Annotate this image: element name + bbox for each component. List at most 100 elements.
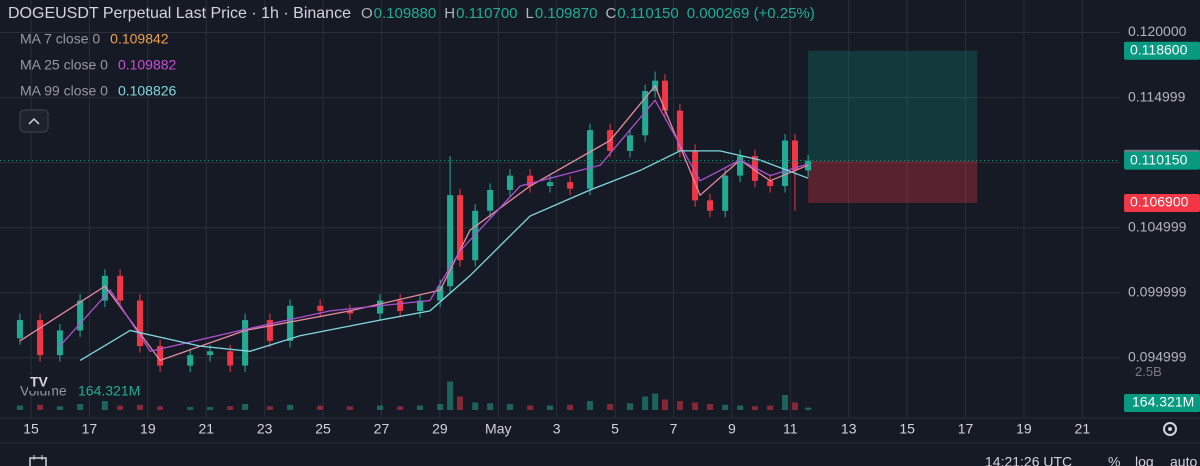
volume-tick-label: 2.5B — [1135, 364, 1162, 379]
candle-body — [567, 182, 574, 189]
volume-bar — [101, 401, 108, 410]
volume-bar — [77, 404, 84, 410]
legend-name: MA 99 close 0 — [20, 83, 108, 99]
ohlc-key: H — [444, 5, 455, 22]
candle-body — [447, 195, 454, 287]
candle-body — [157, 346, 164, 366]
ohlc-value: 0.110700 — [456, 5, 517, 22]
target-zone[interactable] — [808, 50, 978, 161]
candle-body — [16, 320, 23, 339]
candle-body — [782, 140, 789, 187]
collapse-icon — [28, 117, 40, 125]
volume-bar — [417, 405, 423, 410]
volume-bar — [227, 406, 234, 410]
candle-body — [346, 310, 353, 314]
plot — [0, 71, 1120, 410]
candle-body — [437, 286, 444, 301]
candle-body — [37, 320, 44, 356]
ma-line — [59, 99, 809, 353]
y-tick-label: 0.114999 — [1128, 88, 1186, 104]
volume-bar — [805, 407, 812, 410]
collapse-button[interactable] — [19, 109, 49, 133]
volume-bar — [242, 404, 249, 410]
volume-bar — [662, 399, 669, 410]
volume-bar — [266, 406, 273, 410]
x-tick-label: 19 — [140, 421, 156, 437]
x-tick-label: 17 — [82, 421, 98, 437]
candle-body — [586, 130, 593, 189]
volume-bar — [586, 401, 593, 410]
candle-body — [417, 300, 423, 311]
volume-bar — [782, 395, 789, 410]
legend-name: MA 7 close 0 — [20, 31, 100, 47]
settings-icon[interactable] — [1163, 422, 1177, 436]
volume-bar — [287, 404, 294, 410]
volume-bar — [447, 381, 454, 410]
position-tool[interactable] — [808, 50, 978, 203]
volume-bar — [437, 404, 444, 410]
volume-bar — [692, 402, 699, 410]
ohlc-value: 0.109880 — [374, 5, 437, 22]
x-tick-label: 5 — [611, 421, 619, 437]
ohlc-key: O — [361, 5, 373, 22]
volume-bar — [397, 406, 404, 410]
volume-bar — [706, 404, 713, 410]
status-log[interactable]: log — [1135, 454, 1154, 466]
volume-bar — [722, 404, 729, 410]
ohlc-key: C — [605, 5, 616, 22]
candle-body — [737, 156, 744, 176]
legend-value: 0.108826 — [118, 83, 177, 99]
price-label: 0.110150 — [1130, 151, 1188, 167]
x-tick-label: 27 — [374, 421, 390, 437]
x-tick-label: 11 — [783, 421, 798, 437]
candle-body — [376, 300, 383, 314]
change: 0.000269 (+0.25%) — [687, 5, 815, 22]
candle-body — [527, 175, 534, 187]
volume-bar — [737, 405, 744, 410]
x-tick-label: 23 — [257, 421, 273, 437]
x-tick-label: May — [485, 421, 511, 437]
volume-bar — [457, 396, 464, 410]
x-tick-label: 3 — [553, 421, 561, 437]
candle-body — [187, 355, 194, 366]
price-label-bg — [1124, 41, 1200, 60]
candle-body — [791, 140, 798, 171]
x-tick-label: 19 — [1016, 421, 1032, 437]
ohlc-value: 0.110150 — [617, 5, 678, 22]
price-label-bg — [1124, 151, 1200, 170]
price-label-bg — [1124, 193, 1200, 212]
volume-bar — [136, 404, 143, 410]
volume-bar — [37, 404, 44, 410]
volume-bar — [652, 393, 659, 410]
candle-body — [317, 305, 324, 311]
volume-bar — [207, 407, 214, 410]
volume-bar — [676, 401, 683, 410]
chart-title: DOGEUSDT Perpetual Last Price · 1h · Bin… — [8, 5, 351, 22]
volume-bar — [472, 402, 479, 410]
calendar-icon[interactable] — [29, 455, 47, 466]
legend-value: 0.109882 — [118, 57, 177, 73]
x-tick-label: 15 — [23, 421, 39, 437]
candle-body — [242, 320, 249, 366]
y-tick-label: 0.104999 — [1128, 218, 1187, 234]
x-tick-label: 15 — [899, 421, 915, 437]
x-tick-label: 21 — [198, 421, 214, 437]
x-tick-label: 25 — [315, 421, 331, 437]
ma-line — [79, 150, 809, 361]
legend-name: MA 25 close 0 — [20, 57, 108, 73]
volume-bar — [346, 406, 353, 410]
price-label: 0.106900 — [1130, 194, 1189, 210]
x-tick-label: 21 — [1075, 421, 1091, 437]
legend-value: 0.109842 — [110, 31, 169, 47]
status-auto[interactable]: auto — [1170, 454, 1197, 466]
status-percent[interactable]: % — [1108, 454, 1120, 466]
volume-bar — [376, 405, 383, 410]
stop-zone[interactable] — [808, 160, 978, 203]
volume-bar — [751, 406, 758, 410]
candle-body — [546, 182, 553, 187]
volume-bar — [767, 405, 774, 410]
volume-bar — [56, 406, 63, 410]
candle-body — [506, 175, 513, 190]
